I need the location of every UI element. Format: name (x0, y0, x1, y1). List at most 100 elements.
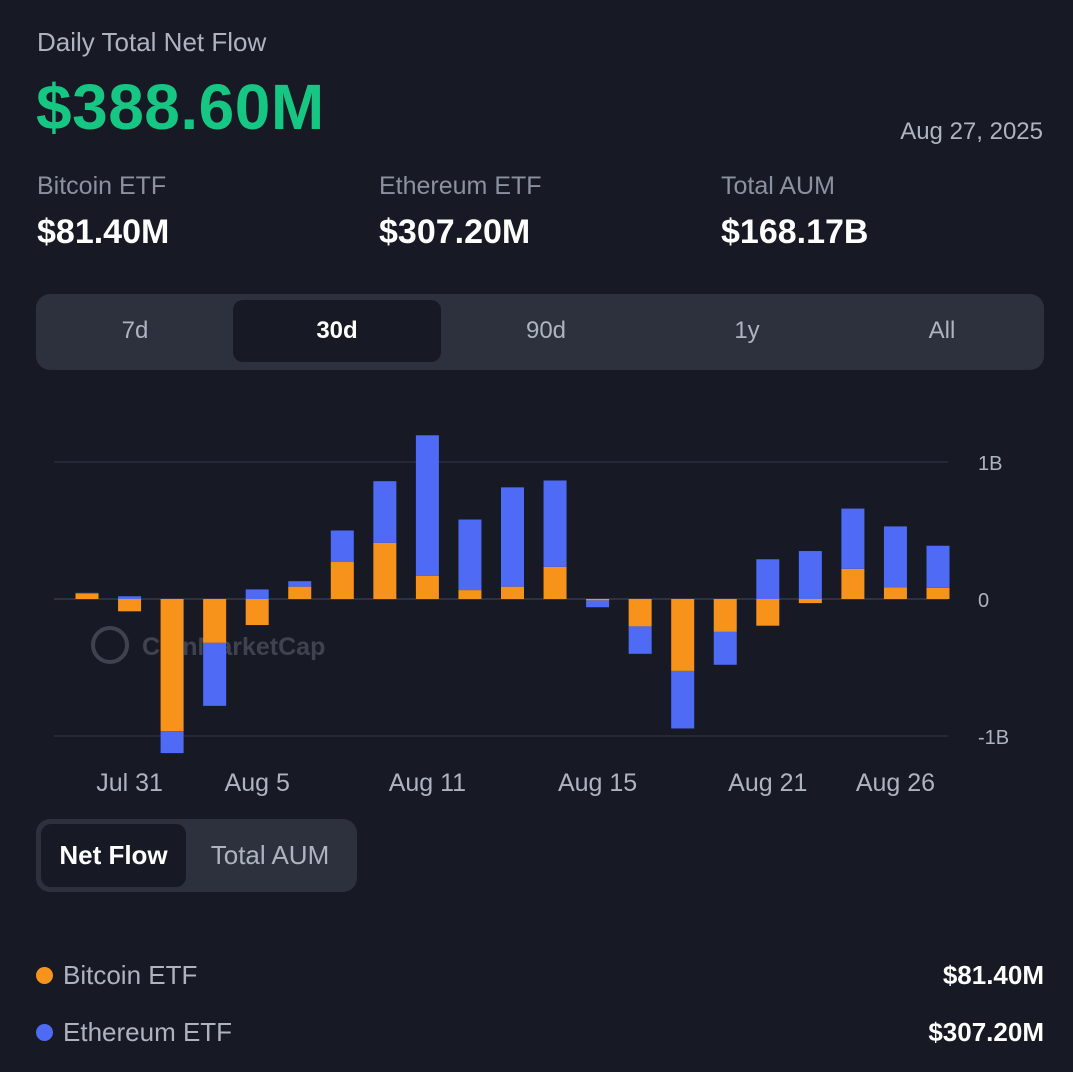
bitcoin-bar[interactable] (373, 542, 397, 599)
tab-net-flow[interactable]: Net Flow (41, 824, 186, 887)
bar-group[interactable] (841, 508, 865, 599)
bar-group[interactable] (160, 599, 184, 754)
stat-bitcoin-etf: Bitcoin ETF $81.40M (37, 172, 169, 252)
bitcoin-bar[interactable] (288, 586, 312, 599)
ethereum-bar[interactable] (671, 670, 695, 729)
bitcoin-bar[interactable] (458, 590, 482, 599)
bar-group[interactable] (458, 519, 482, 599)
daily-net-flow-value: $388.60M (36, 71, 325, 143)
bar-group[interactable] (330, 530, 354, 600)
x-tick-label: Aug 11 (389, 769, 466, 797)
y-tick-label: -1B (978, 727, 1009, 749)
bitcoin-bar[interactable] (415, 575, 439, 599)
tab-1y[interactable]: 1y (734, 317, 760, 344)
bar-group[interactable] (415, 435, 439, 599)
bar-group[interactable] (203, 599, 227, 706)
stat-ethereum-etf: Ethereum ETF $307.20M (379, 172, 542, 252)
ethereum-bar[interactable] (926, 545, 950, 588)
x-tick-label: Aug 15 (558, 769, 637, 797)
tab-7d[interactable]: 7d (121, 317, 149, 344)
bar-group[interactable] (798, 551, 822, 604)
y-tick-label: 1B (978, 453, 1002, 475)
bitcoin-bar[interactable] (245, 599, 269, 626)
ethereum-bar[interactable] (415, 435, 439, 576)
stat-label: Bitcoin ETF (37, 172, 167, 200)
bitcoin-bar[interactable] (841, 568, 865, 599)
stat-label: Ethereum ETF (379, 172, 542, 200)
bitcoin-bar[interactable] (713, 599, 737, 632)
bar-group[interactable] (671, 599, 695, 729)
ethereum-bar[interactable] (458, 519, 482, 591)
bitcoin-bar[interactable] (798, 599, 822, 604)
bar-group[interactable] (501, 487, 524, 599)
ethereum-bar[interactable] (713, 631, 737, 665)
legend-ethereum-etf: Ethereum ETF $307.20M (36, 1012, 1044, 1052)
bar-group[interactable] (373, 481, 397, 599)
bitcoin-bar[interactable] (118, 599, 142, 612)
ethereum-bar[interactable] (841, 508, 865, 569)
bitcoin-bar[interactable] (883, 587, 907, 599)
x-tick-label: Aug 26 (856, 769, 935, 797)
legend-name: Bitcoin ETF (63, 959, 198, 990)
x-tick-label: Aug 5 (225, 769, 290, 797)
legend-name: Ethereum ETF (63, 1016, 233, 1047)
bar-group[interactable] (756, 559, 780, 626)
bitcoin-bar[interactable] (628, 599, 652, 627)
bitcoin-dot-icon (36, 966, 53, 984)
bitcoin-bar[interactable] (543, 566, 567, 599)
bar-group[interactable] (883, 526, 907, 599)
y-tick-label: 0 (978, 590, 989, 612)
bitcoin-bar[interactable] (501, 586, 524, 599)
net-flow-chart[interactable]: CoinMarketCap 1B0-1B Jul 31 Aug 5 Aug 11 Au… (0, 380, 1073, 810)
legend-value: $81.40M (942, 959, 1044, 990)
ethereum-bar[interactable] (203, 642, 227, 706)
bar-group[interactable] (118, 596, 142, 612)
ethereum-bar[interactable] (756, 559, 780, 599)
time-range-tabs: 7d 30d 90d 1y All (36, 294, 1044, 370)
stat-value: $307.20M (379, 213, 531, 251)
bar-group[interactable] (713, 599, 737, 665)
bitcoin-bar[interactable] (160, 599, 184, 732)
tab-90d[interactable]: 90d (525, 317, 567, 344)
bar-group[interactable] (288, 581, 312, 599)
ethereum-dot-icon (36, 1023, 53, 1041)
bar-group[interactable] (926, 545, 950, 599)
bitcoin-bar[interactable] (671, 599, 695, 671)
stat-value: $168.17B (721, 213, 869, 251)
ethereum-bar[interactable] (288, 581, 312, 587)
coinmarketcap-logo-icon (91, 626, 129, 664)
date-label: Aug 27, 2025 (900, 118, 1043, 145)
bar-group[interactable] (543, 480, 567, 599)
ethereum-bar[interactable] (501, 487, 524, 587)
bar-group[interactable] (586, 599, 610, 608)
ethereum-bar[interactable] (883, 526, 907, 588)
stat-value: $81.40M (37, 213, 170, 251)
bitcoin-bar[interactable] (330, 562, 354, 599)
ethereum-bar[interactable] (543, 480, 567, 567)
x-tick-label: Aug 21 (728, 769, 807, 797)
bar-group[interactable] (628, 599, 652, 654)
bitcoin-bar[interactable] (203, 599, 227, 643)
ethereum-bar[interactable] (75, 592, 99, 594)
ethereum-bar[interactable] (160, 731, 184, 754)
bitcoin-bar[interactable] (926, 587, 950, 599)
tab-all[interactable]: All (928, 317, 956, 344)
ethereum-bar[interactable] (118, 596, 142, 599)
bitcoin-bar[interactable] (75, 593, 99, 599)
tab-total-aum[interactable]: Total AUM (210, 840, 330, 870)
x-tick-label: Jul 31 (96, 769, 163, 797)
tab-30d[interactable]: 30d (233, 300, 441, 362)
ethereum-bar[interactable] (245, 589, 269, 599)
ethereum-bar[interactable] (373, 481, 397, 543)
ethereum-bar[interactable] (330, 530, 354, 563)
ethereum-bar[interactable] (628, 626, 652, 654)
bar-group[interactable] (245, 589, 269, 626)
ethereum-bar[interactable] (586, 600, 610, 608)
legend-value: $307.20M (928, 1016, 1044, 1047)
bitcoin-bar[interactable] (756, 599, 780, 626)
bitcoin-bar[interactable] (586, 599, 610, 601)
stat-total-aum: Total AUM $168.17B (721, 172, 868, 252)
ethereum-bar[interactable] (798, 551, 822, 599)
bar-group[interactable] (75, 592, 99, 599)
